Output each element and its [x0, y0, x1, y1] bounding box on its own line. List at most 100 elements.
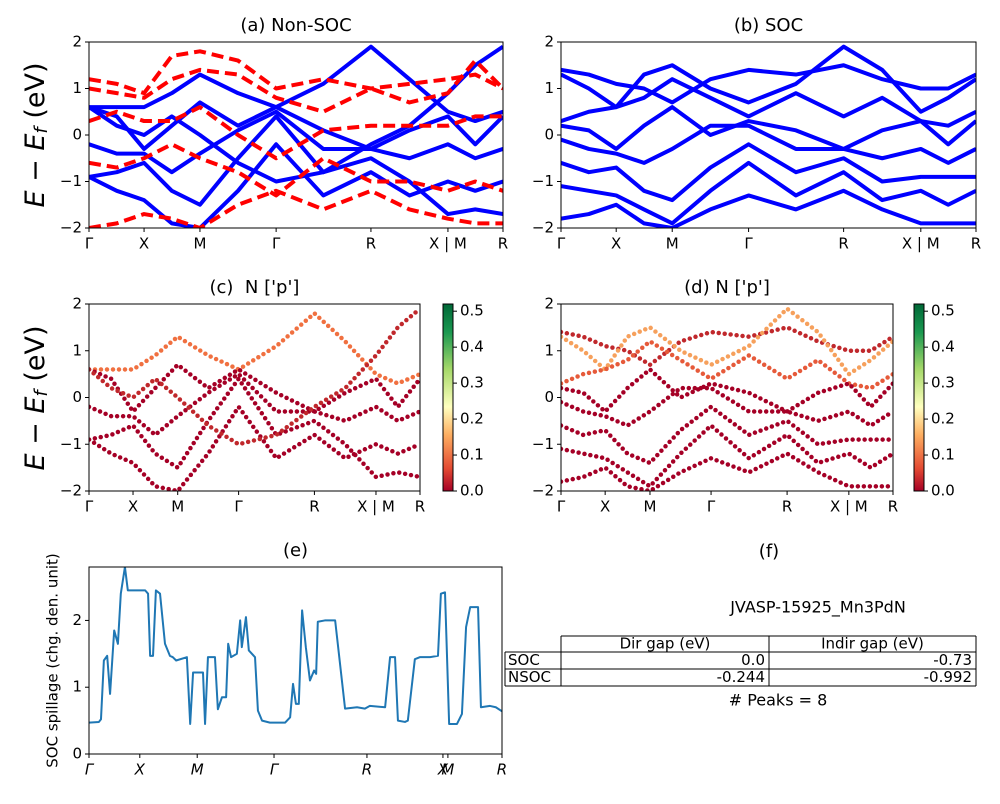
peaks-note: # Peaks = 8 [729, 691, 828, 710]
y-tick-label: 1 [72, 79, 82, 97]
x-tick-label: R [782, 498, 792, 516]
series-line [561, 325, 893, 368]
series-line [561, 385, 893, 428]
y-tick-label: 2 [72, 295, 82, 313]
panel-title: (e) [283, 540, 308, 561]
series-line [89, 49, 503, 96]
x-tick-label: R [497, 761, 507, 779]
x-tick-label: X [600, 498, 610, 516]
x-tick-label: R [415, 498, 425, 516]
y-tick-label: −2 [60, 219, 82, 237]
series-line [561, 306, 893, 377]
y-tick-label: −1 [60, 435, 82, 453]
panel-title: (a) Non-SOC [240, 15, 351, 36]
y-tick-label: 0 [72, 745, 82, 763]
panel-title: (f) [759, 541, 779, 562]
series-line [89, 362, 420, 414]
plot-area [89, 567, 502, 725]
y-tick-label: 2 [544, 295, 554, 313]
y-axis-label: E − Ef (eV) [20, 63, 53, 208]
y-axis-label: SOC spillage (chg. den. unit) [44, 553, 62, 768]
x-tick-label: R [838, 235, 848, 253]
series-line [561, 423, 893, 489]
y-tick-label: 0 [544, 126, 554, 144]
series-line [561, 123, 976, 165]
y-tick-label: −2 [60, 482, 82, 500]
x-tick-label: M [191, 761, 204, 779]
colorbar-frame [442, 303, 454, 492]
series-line [89, 376, 420, 480]
x-tick-label: M [441, 761, 454, 779]
y-tick-label: 1 [544, 341, 554, 359]
x-tick-label: Γ [744, 235, 753, 253]
x-tick-label: X | M [830, 498, 868, 516]
table-header: Indir gap (eV) [821, 635, 924, 653]
series-line [89, 44, 503, 184]
gap-table: Dir gap (eV) Indir gap (eV) SOC 0.0 -0.73 NSO… [504, 635, 977, 687]
series-line [89, 404, 420, 491]
series-line [89, 100, 503, 151]
y-tick-label: 1 [544, 79, 554, 97]
table-row-label: NSOC [508, 668, 551, 686]
y-tick-label: 0 [72, 126, 82, 144]
plot-area [89, 306, 420, 491]
series-line [561, 105, 976, 151]
y-tick-label: 2 [72, 611, 82, 629]
plot-area [561, 44, 976, 228]
x-tick-label: M [666, 235, 679, 253]
x-tick-label: Γ [557, 235, 566, 253]
series-line [561, 404, 893, 466]
x-tick-label: X | M [902, 235, 940, 253]
panel-title: (b) SOC [734, 15, 803, 36]
colorbar [443, 304, 453, 491]
x-tick-label: X [134, 761, 146, 779]
x-tick-label: X [437, 761, 449, 779]
x-tick-label: Γ [557, 498, 566, 516]
x-tick-label: M [643, 498, 656, 516]
plot-area [89, 44, 503, 228]
x-tick-label: Γ [85, 235, 94, 253]
series-line [89, 109, 503, 175]
table-cell: -0.244 [717, 668, 765, 686]
x-tick-label: Γ [270, 761, 280, 779]
x-tick-label: X [128, 498, 138, 516]
panel-title: (c) N ['p'] [210, 277, 300, 298]
x-tick-label: Γ [272, 235, 281, 253]
table-header: Dir gap (eV) [620, 635, 711, 653]
series-line [561, 451, 893, 491]
material-name: JVASP-15925_Mn3PdN [729, 598, 906, 618]
table-row-label: SOC [508, 651, 540, 669]
y-tick-label: 0 [72, 388, 82, 406]
colorbar [914, 304, 924, 491]
x-tick-label: R [309, 498, 319, 516]
series-line [89, 105, 503, 161]
y-tick-label: 0 [544, 388, 554, 406]
colorbar-tick-label: 0.1 [931, 446, 955, 464]
colorbar-tick-label: 0.3 [931, 374, 955, 392]
y-tick-label: −1 [532, 435, 554, 453]
series-line [561, 188, 976, 228]
colorbar-tick-label: 0.1 [460, 446, 484, 464]
x-tick-label: R [362, 761, 372, 779]
x-tick-label: Γ [707, 498, 716, 516]
x-tick-label: X [139, 235, 149, 253]
colorbar-tick-label: 0.4 [460, 338, 484, 356]
colorbar-tick-label: 0.2 [931, 410, 955, 428]
x-tick-label: M [171, 498, 184, 516]
y-tick-label: 1 [72, 678, 82, 696]
series-line [561, 63, 976, 105]
series-line [89, 58, 503, 114]
y-axis-label: E − Ef (eV) [20, 326, 53, 471]
colorbar-tick-label: 0.3 [460, 374, 484, 392]
x-tick-label: R [498, 235, 508, 253]
series-line [89, 142, 503, 228]
x-tick-label: X [611, 235, 621, 253]
table-cell: 0.0 [741, 651, 765, 669]
axes-frame [88, 566, 503, 755]
series-line [561, 44, 976, 114]
x-tick-label: Γ [85, 761, 95, 779]
series-line [89, 188, 503, 228]
table-cell: -0.992 [924, 668, 972, 686]
series-line [89, 371, 420, 438]
